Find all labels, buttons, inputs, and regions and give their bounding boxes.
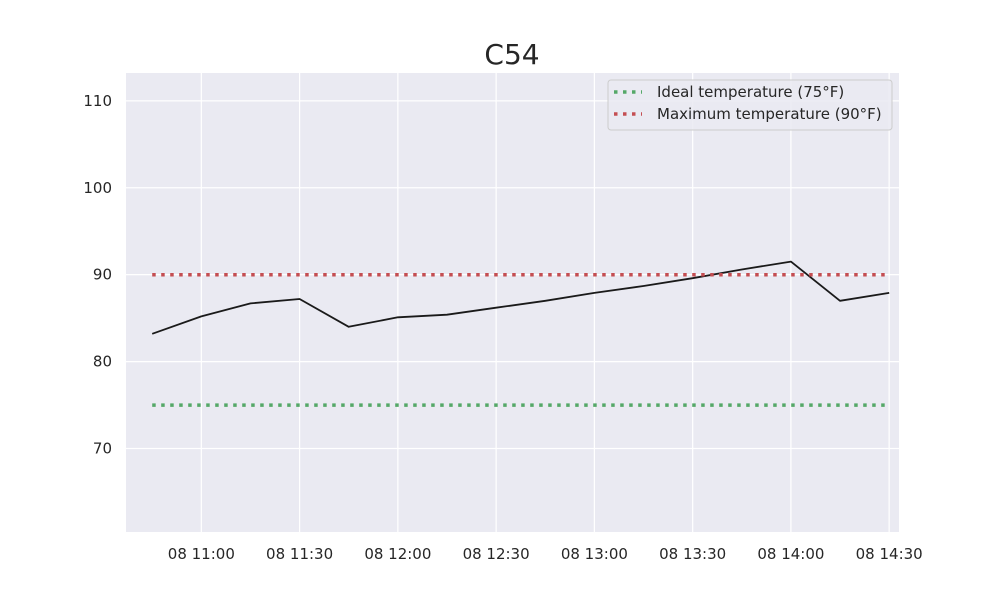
x-tick-label: 08 12:00 [364,545,431,563]
series-line-temperature [151,260,890,335]
x-tick-label: 08 11:30 [266,545,333,563]
series-lines [151,260,890,407]
y-tick-label: 80 [93,353,112,371]
x-tick-label: 08 13:30 [659,545,726,563]
x-tick-label: 08 11:00 [168,545,235,563]
x-tick-label: 08 14:30 [856,545,923,563]
plot-area [126,73,899,532]
x-tick-label: 08 13:00 [561,545,628,563]
legend-label: Maximum temperature (90°F) [657,105,882,123]
chart-title: C54 [484,38,539,71]
legend: Ideal temperature (75°F) Maximum temperat… [607,79,893,131]
y-tick-label: 90 [93,266,112,284]
x-tick-label: 08 14:00 [757,545,824,563]
y-tick-label: 70 [93,440,112,458]
y-tick-label: 110 [83,92,112,110]
legend-label: Ideal temperature (75°F) [657,83,844,101]
y-tick-label: 100 [83,179,112,197]
legend-box [607,79,893,131]
grid-lines [126,73,899,532]
tick-labels: 70 80 90 100 110 08 11:00 08 11:30 08 12:00 08 1… [83,92,922,563]
x-tick-label: 08 12:30 [463,545,530,563]
